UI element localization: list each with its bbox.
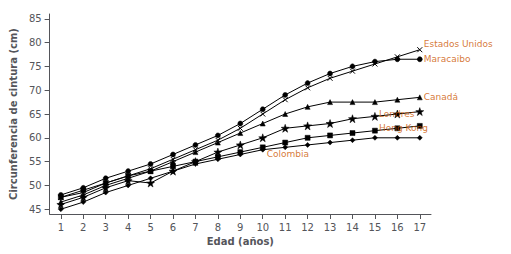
svg-text:45: 45 <box>29 204 42 215</box>
svg-text:10: 10 <box>256 222 269 233</box>
svg-text:Canadá: Canadá <box>424 92 458 102</box>
svg-text:9: 9 <box>237 222 243 233</box>
svg-text:50: 50 <box>29 180 42 191</box>
svg-text:80: 80 <box>29 37 42 48</box>
svg-text:17: 17 <box>413 222 426 233</box>
svg-text:55: 55 <box>29 156 42 167</box>
svg-text:4: 4 <box>125 222 131 233</box>
svg-text:75: 75 <box>29 61 42 72</box>
svg-text:Estados Unidos: Estados Unidos <box>424 39 493 49</box>
svg-text:65: 65 <box>29 109 42 120</box>
svg-text:2: 2 <box>80 222 86 233</box>
svg-text:7: 7 <box>192 222 198 233</box>
svg-text:Circunferencia de cintura (cm): Circunferencia de cintura (cm) <box>8 28 19 200</box>
svg-text:Londres: Londres <box>379 109 415 119</box>
svg-text:70: 70 <box>29 85 42 96</box>
svg-text:8: 8 <box>215 222 221 233</box>
svg-text:12: 12 <box>301 222 314 233</box>
svg-text:11: 11 <box>279 222 292 233</box>
svg-text:Hong Kong: Hong Kong <box>379 123 428 133</box>
svg-text:1: 1 <box>58 222 64 233</box>
svg-text:6: 6 <box>170 222 176 233</box>
svg-text:5: 5 <box>147 222 153 233</box>
svg-text:14: 14 <box>346 222 359 233</box>
svg-text:60: 60 <box>29 132 42 143</box>
svg-text:15: 15 <box>369 222 382 233</box>
svg-text:85: 85 <box>29 13 42 24</box>
svg-text:13: 13 <box>324 222 337 233</box>
svg-text:Edad (años): Edad (años) <box>207 236 274 247</box>
svg-text:3: 3 <box>103 222 109 233</box>
svg-text:Maracaibo: Maracaibo <box>424 54 471 64</box>
svg-text:Colombia: Colombia <box>267 149 309 159</box>
svg-text:16: 16 <box>391 222 404 233</box>
